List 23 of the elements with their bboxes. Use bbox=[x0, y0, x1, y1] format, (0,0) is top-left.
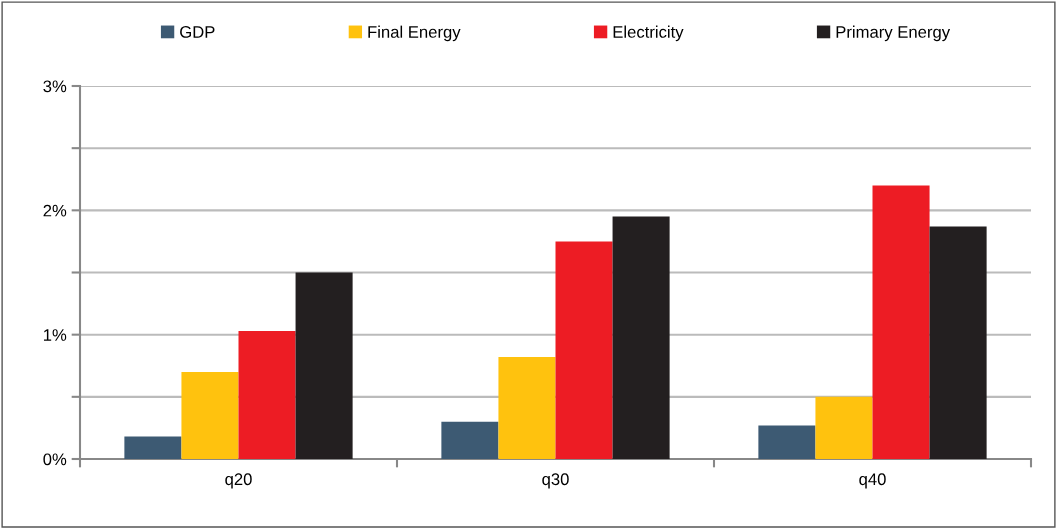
bar bbox=[555, 241, 613, 459]
y-tick-label: 1% bbox=[43, 329, 67, 341]
y-tick-label: 0% bbox=[43, 453, 67, 466]
y-tick-label: 2% bbox=[43, 204, 67, 217]
y-tick-label: 3% bbox=[43, 80, 67, 93]
bar bbox=[929, 226, 987, 459]
bar bbox=[181, 371, 239, 459]
legend-label: GDP bbox=[180, 26, 215, 38]
bar bbox=[441, 421, 499, 459]
bar bbox=[612, 216, 670, 459]
legend-label: Final Energy bbox=[368, 25, 461, 42]
bar bbox=[295, 272, 353, 459]
bar bbox=[815, 396, 873, 459]
bar bbox=[758, 425, 816, 459]
x-tick-label: q20 bbox=[225, 473, 252, 489]
legend-label: Primary Energy bbox=[836, 25, 951, 42]
bar bbox=[124, 436, 182, 459]
x-tick-label: q40 bbox=[859, 473, 886, 489]
bar bbox=[872, 185, 930, 459]
x-tick-label: q30 bbox=[542, 473, 569, 489]
legend-label: Electricity bbox=[613, 25, 684, 42]
bar bbox=[238, 330, 296, 459]
bar bbox=[498, 357, 556, 459]
